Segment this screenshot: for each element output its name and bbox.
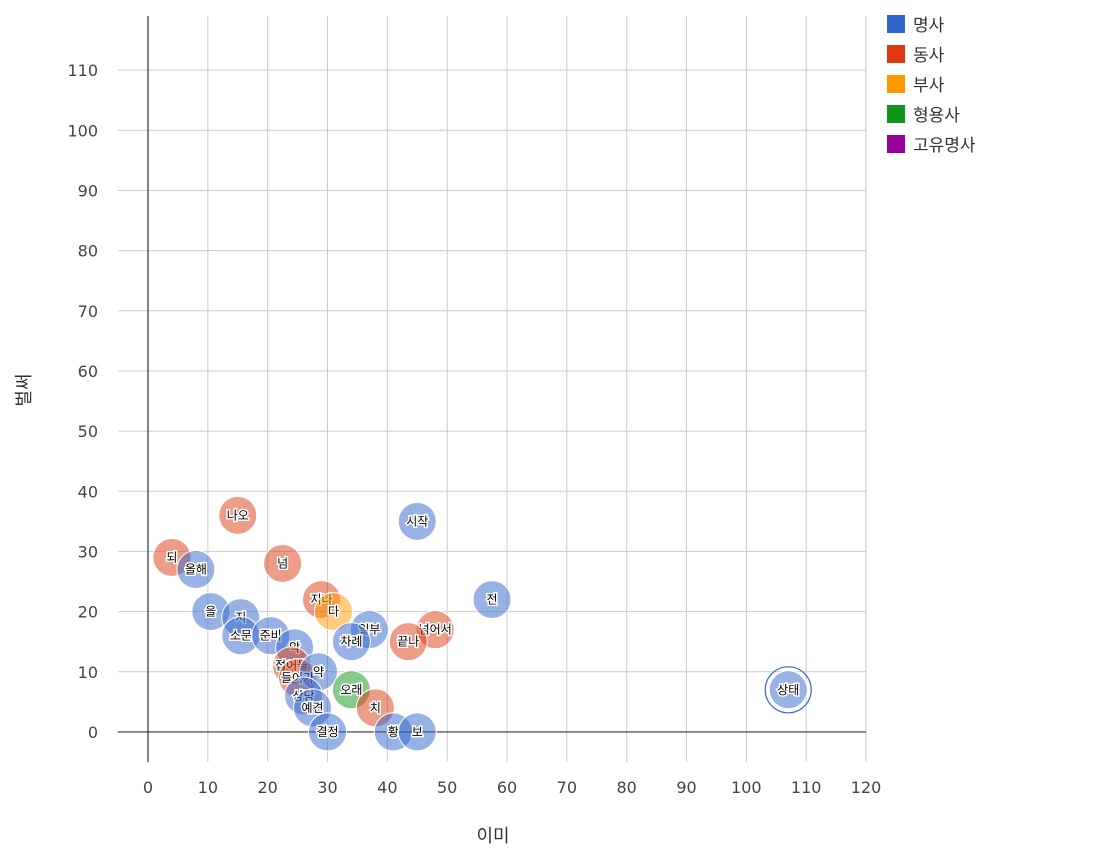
bubble-label: 오래	[340, 683, 362, 697]
bubble[interactable]	[388, 622, 428, 662]
bubble-label: 예견	[301, 701, 323, 715]
bubble[interactable]	[397, 712, 437, 752]
legend-label[interactable]: 형용사	[913, 106, 960, 126]
bubble-label: 상태	[777, 683, 799, 697]
axes: 0 10 20 30 40 50 60 70 80 90 100 110 120 0 10 20 30 40 50 6…	[67, 16, 881, 797]
y-tick-label: 10	[78, 663, 98, 682]
bubble-highlight-ring	[764, 666, 812, 714]
legend-label[interactable]: 고유명사	[913, 136, 976, 156]
bubble[interactable]	[331, 622, 371, 662]
legend-swatch	[887, 45, 905, 63]
bubble[interactable]	[263, 543, 303, 583]
y-tick-label: 90	[78, 181, 98, 200]
y-tick-label: 30	[78, 542, 98, 561]
bubble[interactable]	[397, 501, 437, 541]
bubble-label: 나오	[227, 508, 249, 522]
y-axis-title: 벌써	[14, 373, 35, 406]
bubble[interactable]	[768, 670, 808, 710]
x-tick-label: 100	[731, 778, 762, 797]
x-tick-label: 90	[676, 778, 696, 797]
legend-swatch	[887, 135, 905, 153]
bubble-label: 넘어서	[419, 623, 452, 637]
bubble-label: 되	[166, 550, 177, 564]
y-tick-label: 80	[78, 242, 98, 261]
y-tick-label: 110	[67, 61, 98, 80]
bubble-label: 황	[388, 725, 399, 739]
legend-swatch	[887, 105, 905, 123]
bubble[interactable]	[218, 495, 258, 535]
bubble[interactable]	[308, 712, 347, 752]
bubble-label: 시작	[406, 514, 428, 528]
x-axis-title: 이미	[476, 826, 509, 847]
y-tick-label: 20	[78, 603, 98, 622]
bubbles: 되올해나오넘시작전지나다일부넘어서차례끝나을지소문준비악접어들들어가약오래상당예…	[152, 495, 812, 752]
bubble[interactable]	[313, 592, 353, 632]
y-tick-label: 100	[67, 121, 98, 140]
bubble-label: 끝나	[397, 635, 419, 649]
bubble[interactable]	[176, 549, 216, 589]
x-tick-label: 10	[198, 778, 218, 797]
x-tick-label: 0	[143, 778, 153, 797]
y-tick-label: 40	[78, 482, 98, 501]
bubble-label: 약	[313, 664, 324, 679]
x-tick-label: 110	[791, 778, 822, 797]
y-tick-label: 50	[78, 422, 98, 441]
bubble-label: 보	[412, 725, 423, 739]
x-tick-label: 60	[497, 778, 517, 797]
x-tick-label: 50	[437, 778, 457, 797]
bubble-label: 올해	[185, 562, 207, 576]
x-tick-label: 20	[257, 778, 277, 797]
x-tick-label: 30	[317, 778, 337, 797]
legend-label[interactable]: 동사	[913, 46, 945, 66]
bubble-label: 넘	[277, 556, 288, 570]
x-tick-label: 80	[616, 778, 636, 797]
legend-label[interactable]: 부사	[913, 76, 945, 96]
x-tick-label: 120	[851, 778, 882, 797]
bubble-label: 결정	[316, 725, 338, 739]
bubble-label: 치	[370, 701, 381, 715]
legend-swatch	[887, 15, 905, 33]
y-tick-label: 70	[78, 302, 98, 321]
bubble[interactable]	[472, 580, 512, 620]
bubble-label: 전	[487, 593, 498, 607]
x-tick-label: 70	[557, 778, 577, 797]
y-tick-label: 0	[88, 723, 98, 742]
x-tick-label: 40	[377, 778, 397, 797]
bubble-label: 을	[205, 605, 216, 619]
bubble-label: 차례	[340, 635, 362, 649]
y-tick-label: 60	[78, 362, 98, 381]
bubble-label: 다	[328, 605, 339, 619]
bubble-label: 소문	[230, 629, 252, 643]
legend-label[interactable]: 명사	[913, 16, 945, 36]
legend-swatch	[887, 75, 905, 93]
